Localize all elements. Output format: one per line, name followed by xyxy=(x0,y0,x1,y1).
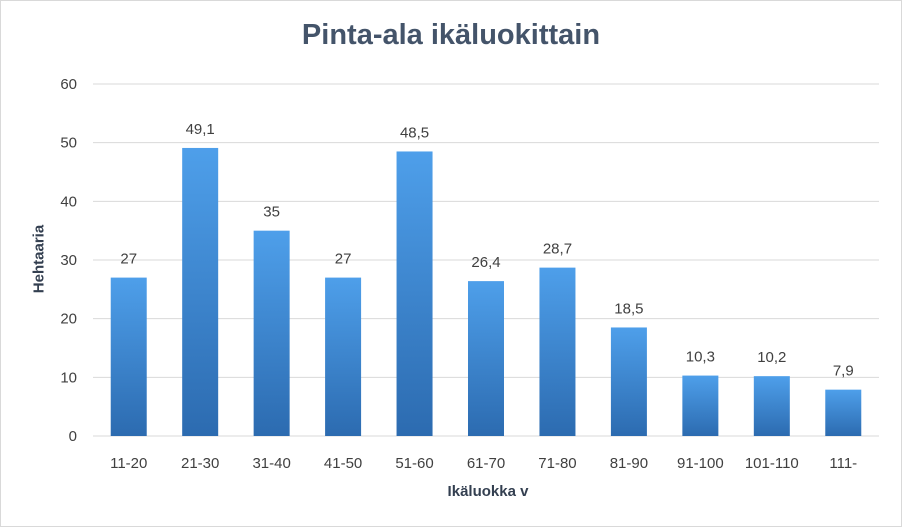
y-tick-label: 20 xyxy=(60,311,77,328)
bar-11-20 xyxy=(110,277,147,436)
data-label: 26,4 xyxy=(471,254,500,271)
x-tick-label: 51-60 xyxy=(395,455,433,472)
bar-41-50 xyxy=(325,277,362,436)
data-label: 35 xyxy=(263,204,280,221)
data-label: 27 xyxy=(335,251,352,268)
bar-61-70 xyxy=(468,281,504,436)
bar-31-40 xyxy=(253,230,290,436)
data-label: 18,5 xyxy=(614,300,643,317)
y-tick-label: 0 xyxy=(69,428,77,445)
data-label: 48,5 xyxy=(400,124,429,141)
bar-91-100 xyxy=(682,375,719,436)
x-tick-label: 31-40 xyxy=(252,455,290,472)
data-label: 10,2 xyxy=(757,349,786,366)
x-tick-label: 101-110 xyxy=(745,455,799,472)
bar-71-80 xyxy=(539,267,576,436)
data-label: 49,1 xyxy=(186,121,215,138)
x-tick-label: 91-100 xyxy=(677,455,724,472)
x-tick-label: 81-90 xyxy=(610,455,648,472)
bar-51-60 xyxy=(396,151,433,436)
chart-title: Pinta-ala ikäluokittain xyxy=(301,19,601,51)
y-tick-label: 30 xyxy=(60,252,77,269)
bar-111- xyxy=(825,389,862,436)
x-tick-label: 111- xyxy=(829,455,857,472)
bar-101-110 xyxy=(753,376,790,436)
bar-81-90 xyxy=(610,327,647,436)
x-axis-label: Ikäluokka v xyxy=(447,483,529,500)
y-tick-label: 10 xyxy=(60,369,77,386)
data-label: 7,9 xyxy=(833,363,854,380)
x-tick-label: 41-50 xyxy=(324,455,362,472)
x-tick-label: 61-70 xyxy=(467,455,505,472)
x-tick-label: 21-30 xyxy=(181,455,219,472)
data-label: 27 xyxy=(120,251,137,268)
y-tick-label: 60 xyxy=(60,76,77,93)
data-label: 10,3 xyxy=(686,349,715,366)
y-tick-label: 50 xyxy=(60,135,77,152)
y-tick-label: 40 xyxy=(60,193,77,210)
x-tick-label: 11-20 xyxy=(110,455,147,472)
data-label: 28,7 xyxy=(543,241,572,258)
x-tick-label: 71-80 xyxy=(538,455,576,472)
bar-21-30 xyxy=(182,147,219,437)
